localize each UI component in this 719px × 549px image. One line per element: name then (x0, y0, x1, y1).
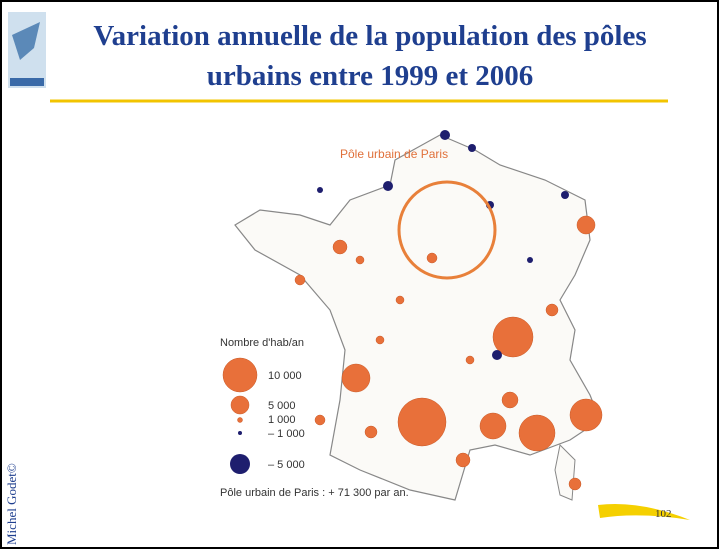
france-outline (234, 134, 601, 501)
legend-note: Pôle urbain de Paris : + 71 300 par an. (220, 487, 409, 499)
paris-label: Pôle urbain de Paris (340, 147, 448, 161)
legend: Nombre d'hab/an 10 000 5 000 1 000 – 1 0… (220, 337, 409, 499)
city-circles (294, 130, 603, 491)
legend-label: 10 000 (268, 370, 302, 382)
legend-label: 5 000 (268, 400, 296, 412)
legend-symbol (237, 417, 243, 423)
map: Pôle urbain de Paris (234, 130, 603, 501)
legend-symbol (230, 395, 250, 415)
paris-circle (397, 180, 497, 280)
logo (8, 12, 46, 88)
page-swoosh (598, 504, 690, 520)
author: Michel Godet© (4, 463, 19, 545)
legend-label: 1 000 (268, 414, 296, 426)
legend-label: – 1 000 (268, 428, 305, 440)
title-line-2: urbains entre 1999 et 2006 (207, 60, 534, 92)
page-number: 102 (655, 508, 672, 520)
legend-title: Nombre d'hab/an (220, 337, 304, 349)
title-line-1: Variation annuelle de la population des … (93, 20, 646, 52)
legend-symbol (238, 431, 242, 435)
legend-symbol (230, 454, 250, 474)
legend-symbol (222, 357, 258, 393)
legend-label: – 5 000 (268, 459, 305, 471)
